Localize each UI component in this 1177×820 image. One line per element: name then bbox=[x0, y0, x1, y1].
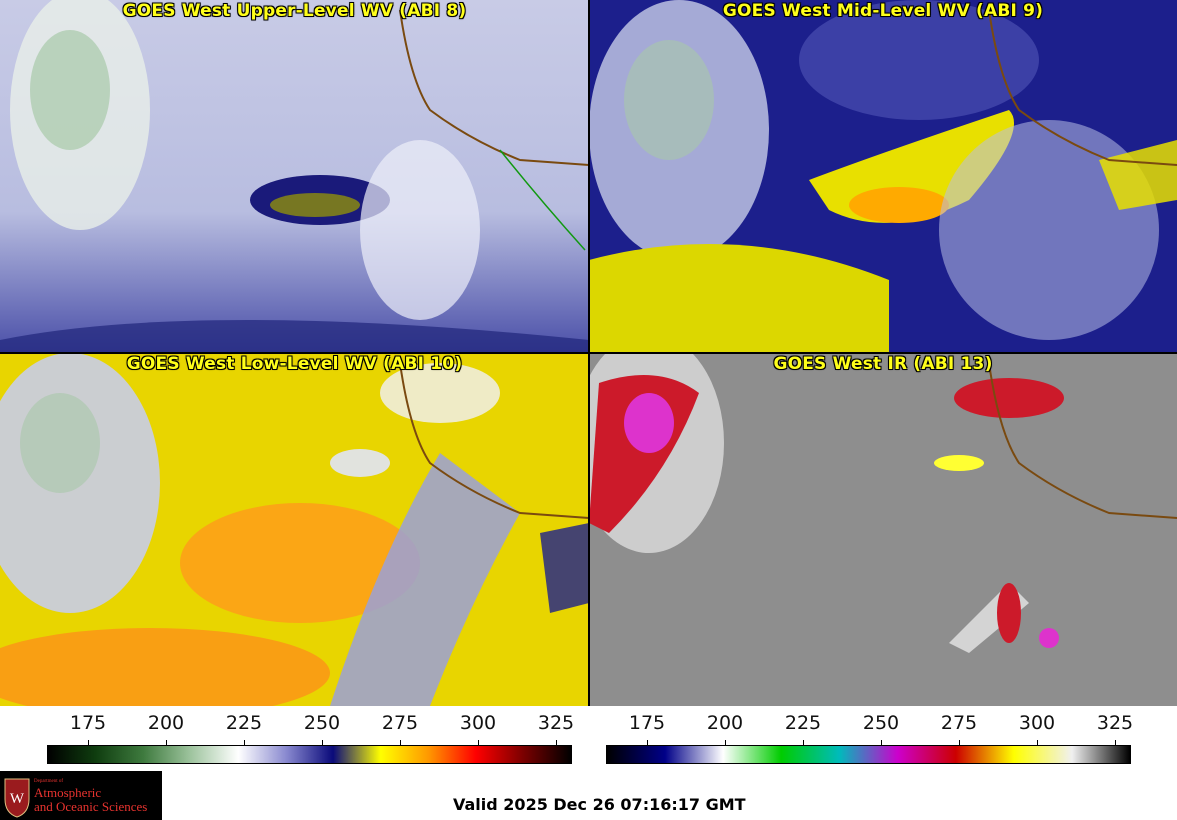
colorbar-tick-label: 325 bbox=[537, 712, 575, 734]
colorbar-tick-mark bbox=[959, 740, 960, 745]
panel-title: GOES West Low-Level WV (ABI 10) bbox=[126, 354, 463, 374]
valid-time: Valid 2025 Dec 26 07:16:17 GMT bbox=[453, 795, 746, 814]
colorbar-tick-label: 300 bbox=[1018, 712, 1056, 734]
svg-text:W: W bbox=[10, 791, 25, 807]
colorbar-tick-mark bbox=[556, 740, 557, 745]
colorbar-tick-label: 200 bbox=[706, 712, 744, 734]
colorbar-tick-label: 175 bbox=[628, 712, 666, 734]
wv-colorbar-tick-labels: 175 200 225 250 275 300 325 bbox=[0, 712, 589, 738]
colorbar-tick-label: 275 bbox=[381, 712, 419, 734]
colorbar-tick-mark bbox=[803, 740, 804, 745]
panel-title: GOES West Mid-Level WV (ABI 9) bbox=[722, 1, 1044, 21]
colorbar-tick-mark bbox=[1037, 740, 1038, 745]
logo-dept: Department of bbox=[34, 779, 64, 784]
panel-title: GOES West Upper-Level WV (ABI 8) bbox=[122, 1, 467, 21]
upper-level-wv-image bbox=[0, 0, 589, 353]
low-level-wv-panel: GOES West Low-Level WV (ABI 10) bbox=[0, 353, 589, 706]
colorbar-tick-label: 175 bbox=[69, 712, 107, 734]
logo-line1: Atmospheric bbox=[34, 785, 102, 800]
colorbar-tick-mark bbox=[166, 740, 167, 745]
colorbar-tick-mark bbox=[244, 740, 245, 745]
mid-level-wv-image bbox=[589, 0, 1177, 353]
colorbar-tick-mark bbox=[1115, 740, 1116, 745]
colorbar-tick-label: 250 bbox=[303, 712, 341, 734]
colorbar-tick-label: 200 bbox=[147, 712, 185, 734]
colorbar-tick-label: 275 bbox=[940, 712, 978, 734]
uw-crest-icon: W bbox=[4, 778, 30, 818]
colorbar-tick-mark bbox=[647, 740, 648, 745]
mid-level-wv-panel: GOES West Mid-Level WV (ABI 9) bbox=[589, 0, 1177, 353]
colorbar-tick-mark bbox=[400, 740, 401, 745]
colorbar-tick-label: 300 bbox=[459, 712, 497, 734]
low-level-wv-image bbox=[0, 353, 589, 706]
ir-panel: GOES West IR (ABI 13) bbox=[589, 353, 1177, 706]
logo-line2: and Oceanic Sciences bbox=[34, 799, 148, 814]
colorbar-tick-mark bbox=[725, 740, 726, 745]
ir-colorbar-tick-labels: 175 200 225 250 275 300 325 bbox=[589, 712, 1177, 738]
wv-colorbar-gradient bbox=[47, 745, 572, 764]
colorbar-tick-mark bbox=[478, 740, 479, 745]
colorbar-tick-mark bbox=[322, 740, 323, 745]
ir-colorbar-gradient bbox=[606, 745, 1131, 764]
panel-title: GOES West IR (ABI 13) bbox=[773, 354, 993, 374]
colorbar-tick-label: 325 bbox=[1096, 712, 1134, 734]
aos-logo: W Department of Atmospheric and Oceanic … bbox=[0, 771, 162, 820]
colorbar-tick-label: 250 bbox=[862, 712, 900, 734]
colorbar-tick-label: 225 bbox=[784, 712, 822, 734]
panel-divider-horizontal bbox=[0, 352, 1177, 354]
ir-image bbox=[589, 353, 1177, 706]
colorbar-tick-mark bbox=[881, 740, 882, 745]
colorbar-tick-label: 225 bbox=[225, 712, 263, 734]
upper-level-wv-panel: GOES West Upper-Level WV (ABI 8) bbox=[0, 0, 589, 353]
colorbar-tick-mark bbox=[88, 740, 89, 745]
